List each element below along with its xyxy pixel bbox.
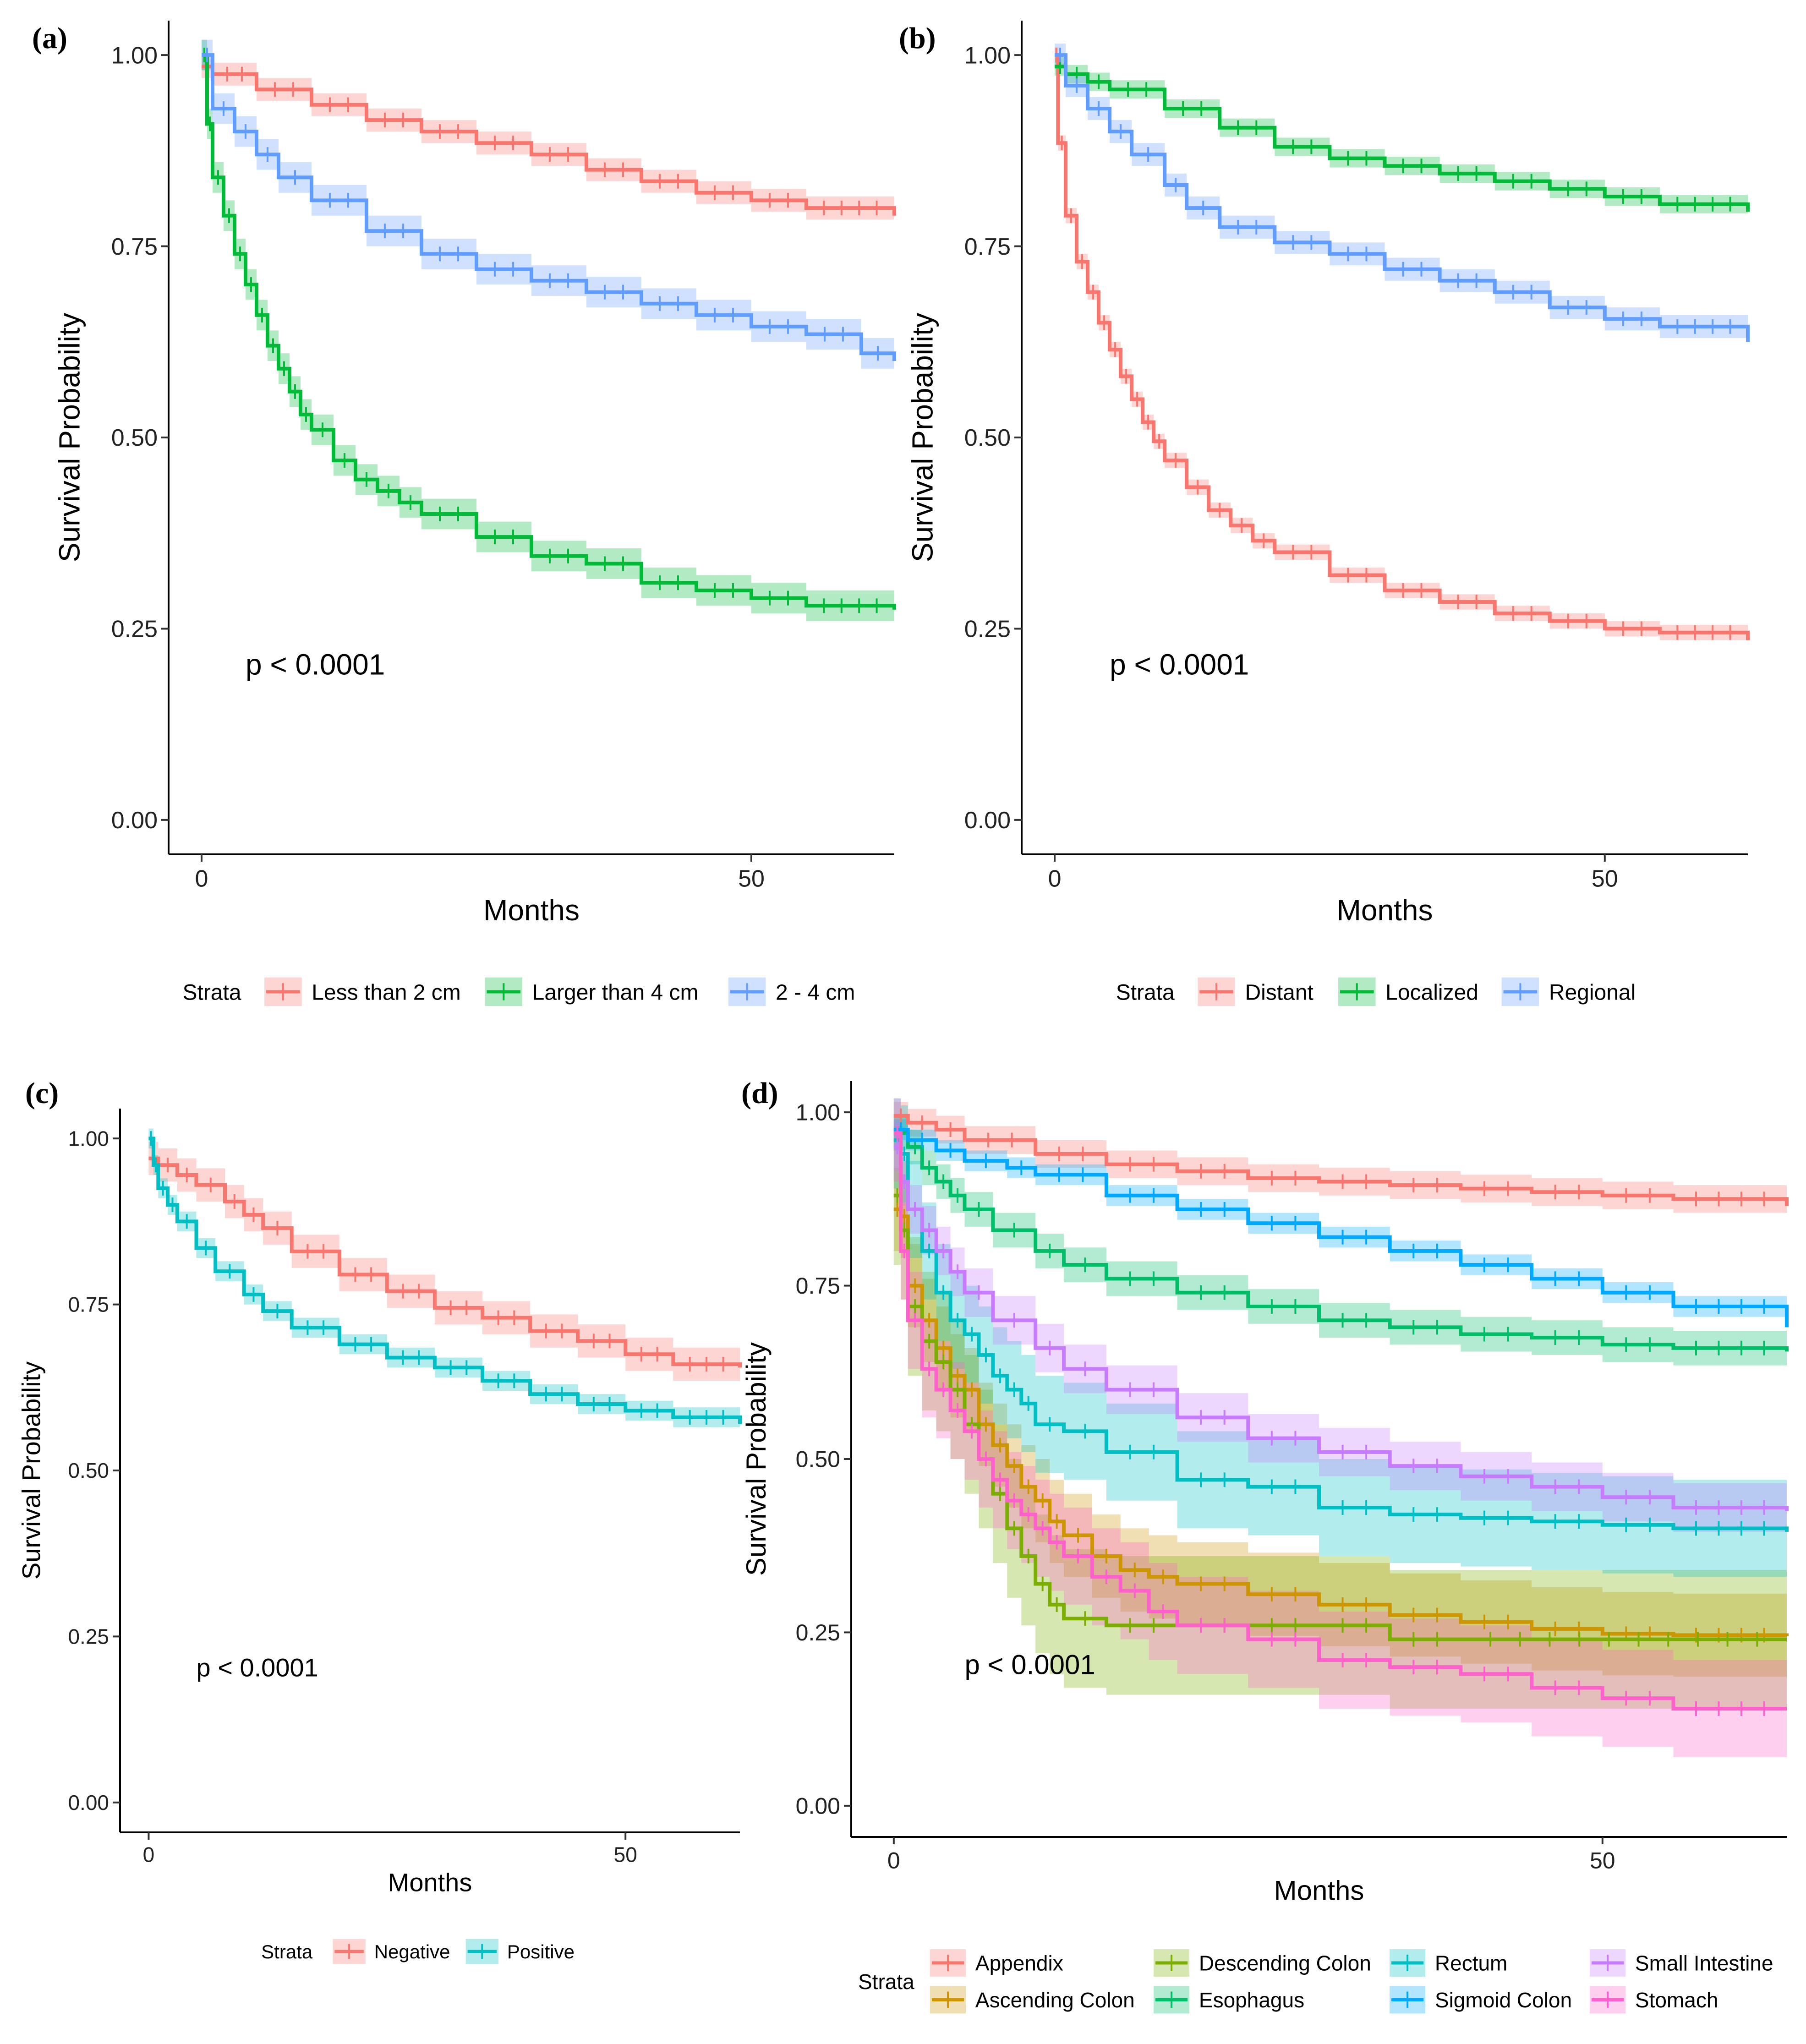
y-tick-label: 1.00 (796, 1100, 840, 1126)
panel-d: (d) 0.00 0.25 0.50 0.75 1.00 0 50 Months Survival… (741, 1077, 1789, 2014)
y-tick-label: 0.00 (68, 1791, 109, 1814)
y-tick-label: 1.00 (964, 42, 1011, 69)
ci-band-8 (893, 1098, 1787, 1757)
panel-a: (a) 0.00 0.25 0.50 0.75 1.00 0 50 Months Survival… (32, 21, 896, 1006)
y-axis-title: Survival Probability (17, 1361, 46, 1579)
ci-band-4 (893, 1115, 1787, 1369)
y-tick-label: 1.00 (68, 1126, 109, 1150)
legend-title: Strata (1116, 980, 1175, 1005)
legend-label: Descending Colon (1199, 1951, 1371, 1975)
ci-band-1 (148, 1142, 740, 1384)
y-tick-label: 0.75 (964, 234, 1011, 260)
y-tick-label: 0.50 (796, 1447, 840, 1472)
p-value-annotation: p < 0.0001 (246, 648, 385, 681)
legend-label: Stomach (1635, 1988, 1718, 2012)
legend-label: Negative (374, 1941, 450, 1962)
y-tick-label: 0.75 (111, 234, 158, 260)
survival-line-2 (893, 1208, 1789, 1637)
y-tick-label: 0.50 (111, 425, 158, 451)
ci-band-6 (893, 1119, 1787, 1338)
survival-line-6 (893, 1128, 1789, 1328)
survival-line-2 (202, 53, 896, 610)
x-tick-label: 0 (887, 1848, 900, 1874)
survival-line-1 (893, 1114, 1789, 1206)
y-tick-label: 0.75 (68, 1293, 109, 1317)
x-axis-title: Months (1337, 894, 1433, 927)
legend-label: Larger than 4 cm (532, 980, 699, 1005)
legend-title: Strata (261, 1941, 313, 1962)
y-axis-title: Survival Probability (906, 313, 939, 562)
panel-c: (c) 0.00 0.25 0.50 0.75 1.00 0 50 Months Survival… (17, 1077, 742, 1964)
x-tick-label: 0 (195, 866, 208, 892)
legend-label: Positive (507, 1941, 575, 1962)
y-tick-label: 0.50 (964, 425, 1011, 451)
y-tick-label: 0.25 (68, 1624, 109, 1648)
survival-line-2 (148, 1137, 742, 1424)
y-tick-label: 0.25 (964, 616, 1011, 643)
x-tick-label: 50 (614, 1842, 637, 1866)
panel-b: (b) 0.00 0.25 0.50 0.75 1.00 0 50 Months Survival… (899, 21, 1750, 1006)
y-tick-label: 1.00 (111, 42, 158, 69)
y-axis-title: Survival Probability (53, 313, 86, 562)
x-tick-label: 50 (738, 866, 765, 892)
y-tick-label: 0.50 (68, 1459, 109, 1482)
legend-title: Strata (858, 1970, 914, 1994)
legend-label: Rectum (1435, 1951, 1507, 1975)
legend-label: Appendix (975, 1951, 1063, 1975)
legend-label: Regional (1549, 980, 1636, 1005)
legend-label: Esophagus (1199, 1988, 1304, 2012)
y-tick-label: 0.00 (111, 807, 158, 834)
panel-label: (b) (899, 22, 936, 55)
ci-band-3 (1055, 44, 1748, 354)
legend-label: 2 - 4 cm (776, 980, 855, 1005)
p-value-annotation: p < 0.0001 (1110, 648, 1249, 681)
p-value-annotation: p < 0.0001 (197, 1653, 318, 1682)
x-axis-title: Months (1274, 1875, 1364, 1906)
y-tick-label: 0.00 (796, 1793, 840, 1819)
x-tick-label: 0 (1048, 866, 1062, 892)
p-value-annotation: p < 0.0001 (965, 1649, 1095, 1680)
x-tick-label: 50 (1592, 866, 1618, 892)
survival-line-7 (893, 1145, 1789, 1511)
survival-line-1 (1055, 53, 1750, 640)
y-tick-label: 0.25 (111, 616, 158, 643)
y-tick-label: 0.25 (796, 1620, 840, 1645)
panel-label: (c) (25, 1077, 59, 1110)
panel-label: (a) (32, 22, 67, 55)
x-tick-label: 50 (1590, 1848, 1615, 1874)
panel-label: (d) (741, 1077, 778, 1110)
x-axis-title: Months (388, 1868, 472, 1897)
y-tick-label: 0.00 (964, 807, 1011, 834)
legend-label: Distant (1245, 980, 1313, 1005)
legend-title: Strata (182, 980, 241, 1005)
y-axis-title: Survival Probability (741, 1342, 772, 1576)
legend-label: Ascending Colon (975, 1988, 1135, 2012)
ci-band-2 (148, 1128, 740, 1434)
survival-line-4 (893, 1131, 1789, 1352)
survival-line-2 (1055, 65, 1750, 212)
y-tick-label: 0.75 (796, 1273, 840, 1299)
legend-label: Sigmoid Colon (1435, 1988, 1572, 2012)
x-tick-label: 0 (143, 1842, 155, 1866)
legend-label: Small Intestine (1635, 1951, 1773, 1975)
legend-label: Less than 2 cm (312, 980, 461, 1005)
ci-band-1 (202, 55, 894, 227)
ci-band-5 (893, 1098, 1787, 1580)
ci-band-3 (893, 1126, 1787, 1709)
ci-band-2 (893, 1168, 1787, 1678)
ci-band-3 (202, 39, 894, 377)
ci-band-2 (1055, 57, 1748, 221)
x-axis-title: Months (483, 894, 580, 927)
legend-label: Localized (1385, 980, 1478, 1005)
